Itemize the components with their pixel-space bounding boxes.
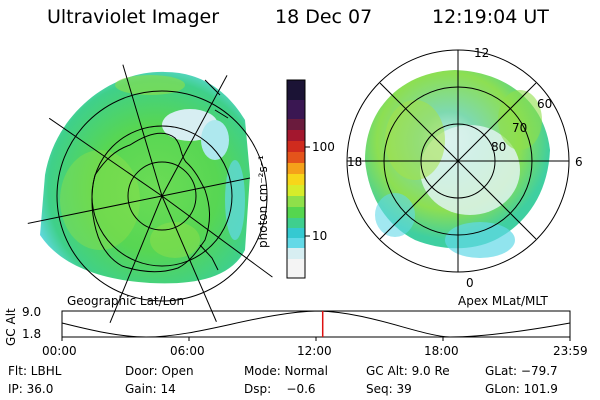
apex-map xyxy=(346,49,570,273)
filter-info: Flt: LBHL xyxy=(8,364,62,378)
mlat-label-80: 80 xyxy=(491,140,507,154)
gc-alt-ylabel: GC Alt xyxy=(4,308,18,346)
gc-alt-plot xyxy=(61,310,571,341)
mlt-label-6: 6 xyxy=(575,155,583,169)
mode-info: Mode: Normal xyxy=(244,364,328,378)
colorbar-units: photon cm⁻²s⁻¹ xyxy=(256,155,270,248)
apex-caption: Apex MLat/MLT xyxy=(458,294,548,308)
door-info: Door: Open xyxy=(125,364,194,378)
mlat-label-70: 70 xyxy=(512,121,528,135)
glat-info: GLat: −79.7 xyxy=(485,364,558,378)
mlat-label-60: 60 xyxy=(537,97,553,111)
date-label: 18 Dec 07 xyxy=(275,6,373,28)
glon-info: GLon: 101.9 xyxy=(485,382,558,396)
colorbar-tick-10: 10 xyxy=(312,229,328,243)
dsp-info: Dsp: −0.6 xyxy=(244,382,316,396)
gc-alt-info: GC Alt: 9.0 Re xyxy=(366,364,450,378)
gain-info: Gain: 14 xyxy=(125,382,176,396)
seq-info: Seq: 39 xyxy=(366,382,412,396)
mlt-label-12: 12 xyxy=(474,46,490,60)
gc-xtick-2359: 23:59 xyxy=(553,344,588,358)
gc-xtick-0000: 00:00 xyxy=(42,344,77,358)
gc-xtick-1200: 12:00 xyxy=(297,344,332,358)
geographic-caption: Geographic Lat/Lon xyxy=(67,294,185,308)
gc-ymax: 9.0 xyxy=(22,305,42,319)
gc-xtick-0600: 06:00 xyxy=(170,344,205,358)
gc-xtick-1800: 18:00 xyxy=(424,344,459,358)
time-label: 12:19:04 UT xyxy=(432,6,549,28)
colorbar-tick-100: 100 xyxy=(312,140,335,154)
mlt-label-18: 18 xyxy=(347,155,363,169)
ip-info: IP: 36.0 xyxy=(8,382,54,396)
mlt-label-0: 0 xyxy=(466,276,474,290)
colorbar xyxy=(286,79,310,279)
gc-ymin: 1.8 xyxy=(22,327,42,341)
instrument-title: Ultraviolet Imager xyxy=(47,6,220,28)
geographic-map xyxy=(25,59,299,333)
